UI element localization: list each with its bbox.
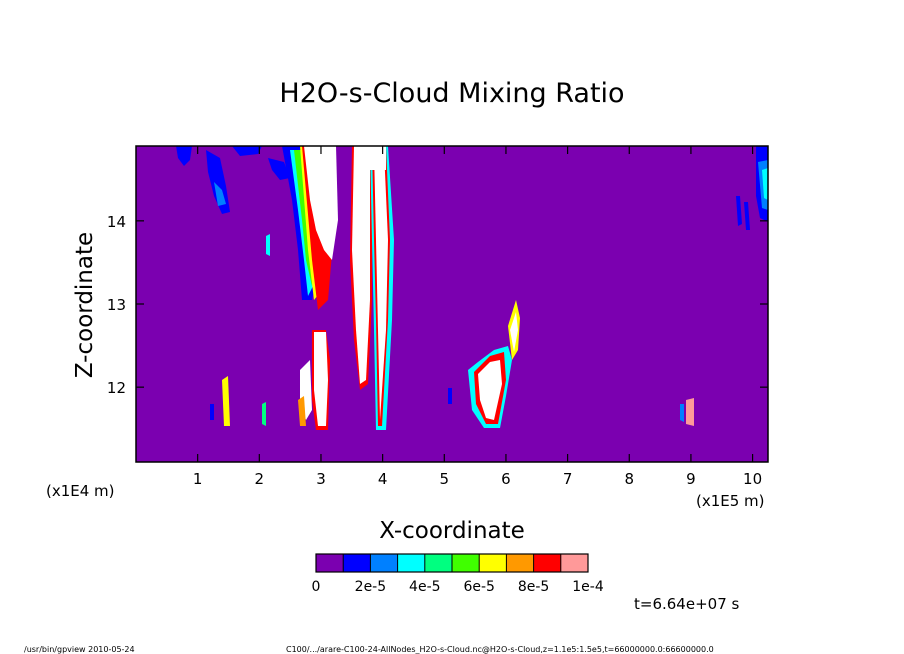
footer-left: /usr/bin/gpview 2010-05-24 [24,645,135,654]
cloud-plume-2-core [314,332,328,426]
colorbar-swatch-8 [506,554,535,572]
colorbar-swatch-4 [397,554,426,572]
mixing-ratio-field [176,146,768,430]
y-tick-label-3: 14 [107,213,126,231]
x-unit-left: (x1E4 m) [46,482,115,500]
y-axis-label: Z-coordinate [72,232,98,378]
cloud-streak-top-left [176,146,192,166]
cloud-speck-2 [262,402,266,426]
colorbar-swatch-7 [479,554,507,572]
colorbar-swatch-5 [424,554,453,572]
cloud-streak-right-2 [736,196,742,226]
chart-title: H2O-s-Cloud Mixing Ratio [279,78,624,109]
footer-right: C100/.../arare-C100-24-AllNodes_H2O-s-Cl… [286,645,714,654]
x-tick-label-10: 10 [743,470,762,488]
cloud-plume-1-core [304,146,338,260]
x-tick-label-2: 2 [255,470,265,488]
cloud-plume-3-core [352,146,370,384]
colorbar-label-5: 8e-5 [518,579,549,595]
colorbar-swatch-1 [316,554,344,572]
x-tick-label-7: 7 [563,470,573,488]
colorbar-label-6: 1e-4 [572,579,604,595]
x-tick-label-3: 3 [316,470,326,488]
colorbar-swatch-3 [370,554,399,572]
y-axis-ticks: 12 13 14 [107,213,768,397]
colorbar-swatch-6 [452,554,480,572]
time-label: t=6.64e+07 s [634,595,740,613]
cloud-speck-3 [266,234,270,256]
x-axis-ticks: 1 2 3 4 5 6 7 8 9 10 [193,146,762,488]
cloud-speck-5 [680,404,684,422]
y-tick-label-2: 13 [107,296,126,314]
x-tick-label-1: 1 [193,470,203,488]
colorbar-label-3: 4e-5 [409,579,440,595]
cloud-cluster-5-core [478,360,502,420]
cloud-streak-top-3 [268,158,290,180]
colorbar-label-2: 2e-5 [355,579,386,595]
x-axis-label: X-coordinate [379,518,525,544]
colorbar-label-1: 0 [312,579,321,595]
cloud-plume-2-side-red [298,396,306,426]
x-tick-label-4: 4 [378,470,388,488]
x-tick-label-8: 8 [624,470,634,488]
colorbar-label-4: 6e-5 [463,579,494,595]
cloud-streak-top-left-3 [214,182,226,206]
colorbar-swatch-10 [560,554,589,572]
x-tick-label-9: 9 [686,470,696,488]
x-tick-label-5: 5 [440,470,450,488]
cloud-streak-right-3 [744,202,750,230]
cloud-speck-7 [448,388,452,404]
y-tick-label-1: 12 [107,379,126,397]
cloud-cluster-6-core [510,312,518,352]
plot-background [136,146,768,462]
cloud-speck-6 [210,404,214,420]
cloud-plume-4-top-core [366,146,386,170]
colorbar-swatch-9 [533,554,562,572]
cloud-plume-4-core [374,150,388,420]
cloud-speck-4 [686,398,694,426]
x-unit-right: (x1E5 m) [696,492,765,510]
colorbar: 0 2e-5 4e-5 6e-5 8e-5 1e-4 [312,553,604,595]
colorbar-swatch-2 [343,554,371,572]
cloud-streak-top-2 [232,146,262,156]
cloud-streak-right-inner [762,168,768,200]
cloud-speck-1 [222,376,230,426]
x-tick-label-6: 6 [501,470,511,488]
